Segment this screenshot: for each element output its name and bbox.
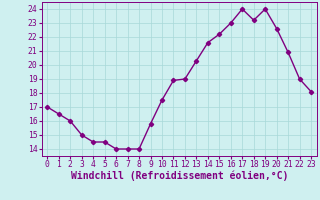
X-axis label: Windchill (Refroidissement éolien,°C): Windchill (Refroidissement éolien,°C)	[70, 171, 288, 181]
